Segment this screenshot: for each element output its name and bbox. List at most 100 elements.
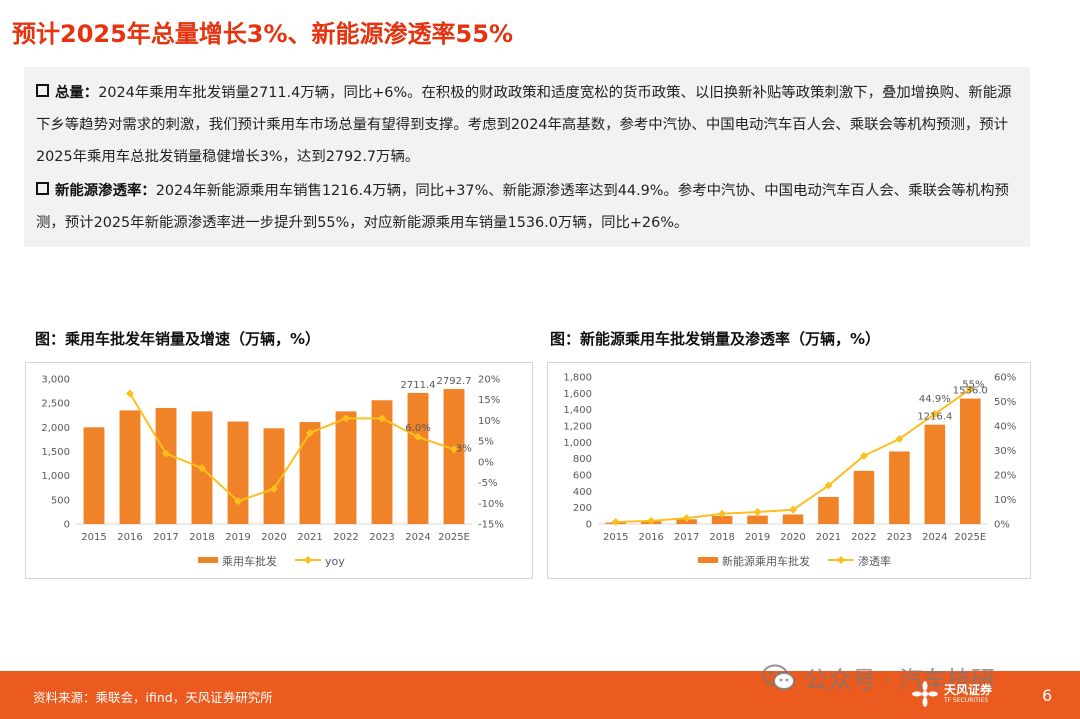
line-point (378, 414, 386, 423)
line-point (306, 428, 314, 437)
y-left-tick-label: 1,500 (41, 447, 70, 458)
summary-paragraph-total: 总量：2024年乘用车批发销量2711.4万辆，同比+6%。在积极的财政政策和适… (36, 77, 1016, 173)
y-left-tick-label: 600 (573, 471, 592, 482)
x-tick-label: 2018 (189, 532, 214, 543)
page-number: 6 (1042, 686, 1053, 705)
y-left-tick-label: 1,800 (563, 373, 592, 384)
checkbox-bullet-icon (36, 84, 49, 97)
x-tick-label: 2017 (674, 532, 699, 543)
line-point (450, 445, 458, 454)
bar-2019 (227, 421, 249, 524)
bar-2024 (407, 392, 429, 524)
legend-bar-swatch (698, 557, 718, 563)
y-right-tick-label: 20% (478, 375, 500, 386)
bar-2020 (782, 514, 804, 524)
x-tick-label: 2019 (225, 532, 250, 543)
x-tick-label: 2015 (81, 532, 106, 543)
bar-2021 (299, 422, 321, 524)
line-series-yoy (129, 392, 455, 503)
legend-line-label: 渗透率 (858, 554, 891, 568)
wechat-icon (762, 664, 796, 692)
line-point (162, 449, 170, 458)
data-label-line-2025E: 55% (962, 379, 984, 390)
x-tick-label: 2020 (780, 532, 805, 543)
line-point (789, 505, 797, 514)
line-point (611, 518, 620, 527)
line-series-渗透率 (615, 388, 971, 524)
y-right-tick-label: 30% (994, 446, 1016, 457)
chart-nev-sales: 0 200 400 600 800 1,000 1,200 1,400 1,600 1,800 0%… (547, 362, 1031, 579)
y-left-tick-label: 1,200 (563, 422, 592, 433)
y-right-tick-label: -10% (478, 499, 504, 510)
y-left-tick-label: 1,600 (563, 389, 592, 400)
bar-2023 (889, 451, 910, 524)
line-point (966, 385, 975, 394)
x-tick-label: 2017 (153, 532, 178, 543)
y-right-tick-label: 10% (994, 495, 1016, 506)
bar-2021 (818, 496, 839, 524)
line-point (342, 414, 350, 423)
x-tick-label: 2023 (887, 532, 912, 543)
y-left-tick-label: 800 (573, 454, 592, 465)
page-title: 预计2025年总量增长3%、新能源渗透率55% (12, 20, 513, 48)
y-right-tick-label: 10% (478, 416, 500, 427)
bar-2023 (371, 400, 393, 524)
watermark: 公众号 · 汽车技研 (762, 660, 995, 695)
y-left-tick-label: 400 (573, 487, 592, 498)
y-right-tick-label: 40% (994, 422, 1016, 433)
y-left-tick-label: 0 (64, 520, 70, 531)
y-right-tick-label: 0% (478, 457, 494, 468)
y-right-tick-label: 50% (994, 397, 1016, 408)
line-point (270, 484, 278, 493)
bar-2025E (959, 398, 981, 524)
data-label-bar-2025E: 1536.0 (953, 386, 988, 397)
bar-2016 (119, 410, 141, 524)
line-point (126, 389, 134, 398)
line-point (824, 481, 833, 490)
x-tick-label: 2019 (745, 532, 770, 543)
y-right-tick-label: 0% (994, 520, 1010, 531)
legend-bar-label: 新能源乘用车批发 (722, 554, 810, 568)
line-point (930, 409, 939, 418)
brand-mark-icon (912, 681, 938, 707)
line-point (753, 507, 762, 516)
bar-2022 (853, 470, 875, 524)
legend-line-marker (837, 556, 845, 564)
chart-svg: 0 500 1,000 1,500 2,000 2,500 3,000 -15% -10% -5%… (41, 375, 504, 569)
summary-box: 总量：2024年乘用车批发销量2711.4万辆，同比+6%。在积极的财政政策和适… (24, 67, 1030, 247)
x-tick-label: 2025E (954, 532, 986, 543)
y-left-tick-label: 1,000 (41, 471, 70, 482)
x-tick-label: 2025E (438, 532, 470, 543)
watermark-text: 公众号 · 汽车技研 (804, 666, 995, 694)
y-left-tick-label: 200 (573, 503, 592, 514)
bar-2020 (263, 428, 285, 524)
summary-label-total: 总量： (55, 85, 99, 101)
x-tick-label: 2020 (261, 532, 286, 543)
x-tick-label: 2016 (638, 532, 663, 543)
checkbox-bullet-icon (36, 182, 49, 195)
bar-2019 (747, 515, 768, 524)
data-label-line-2025E: 3% (456, 443, 472, 454)
line-point (414, 433, 422, 441)
footer-bar: 资料来源：乘联会，ifind，天风证券研究所 (0, 671, 1080, 719)
y-left-tick-label: 500 (51, 495, 70, 506)
y-left-tick-label: 3,000 (41, 375, 70, 386)
legend-line-label: yoy (325, 555, 345, 568)
summary-paragraph-nev: 新能源渗透率：2024年新能源乘用车销售1216.4万辆，同比+37%、新能源渗… (36, 175, 1016, 239)
x-tick-label: 2024 (922, 532, 947, 543)
data-label-bar-2024: 2711.4 (401, 380, 436, 391)
chart-title-nev: 图：新能源乘用车批发销量及渗透率（万辆，%） (550, 330, 881, 348)
bar-2025E (443, 389, 465, 524)
line-point (647, 516, 656, 525)
line-point (198, 464, 206, 473)
line-point (895, 434, 904, 443)
y-left-tick-label: 1,000 (563, 438, 592, 449)
legend-bar-label: 乘用车批发 (222, 554, 277, 568)
x-tick-label: 2022 (333, 532, 358, 543)
summary-text-total: 2024年乘用车批发销量2711.4万辆，同比+6%。在积极的财政政策和适度宽松… (36, 85, 1012, 165)
y-right-tick-label: 20% (994, 471, 1016, 482)
bar-2017 (155, 408, 177, 524)
summary-label-nev: 新能源渗透率： (55, 183, 156, 199)
y-left-tick-label: 0 (586, 520, 592, 531)
y-left-tick-label: 2,500 (41, 399, 70, 410)
